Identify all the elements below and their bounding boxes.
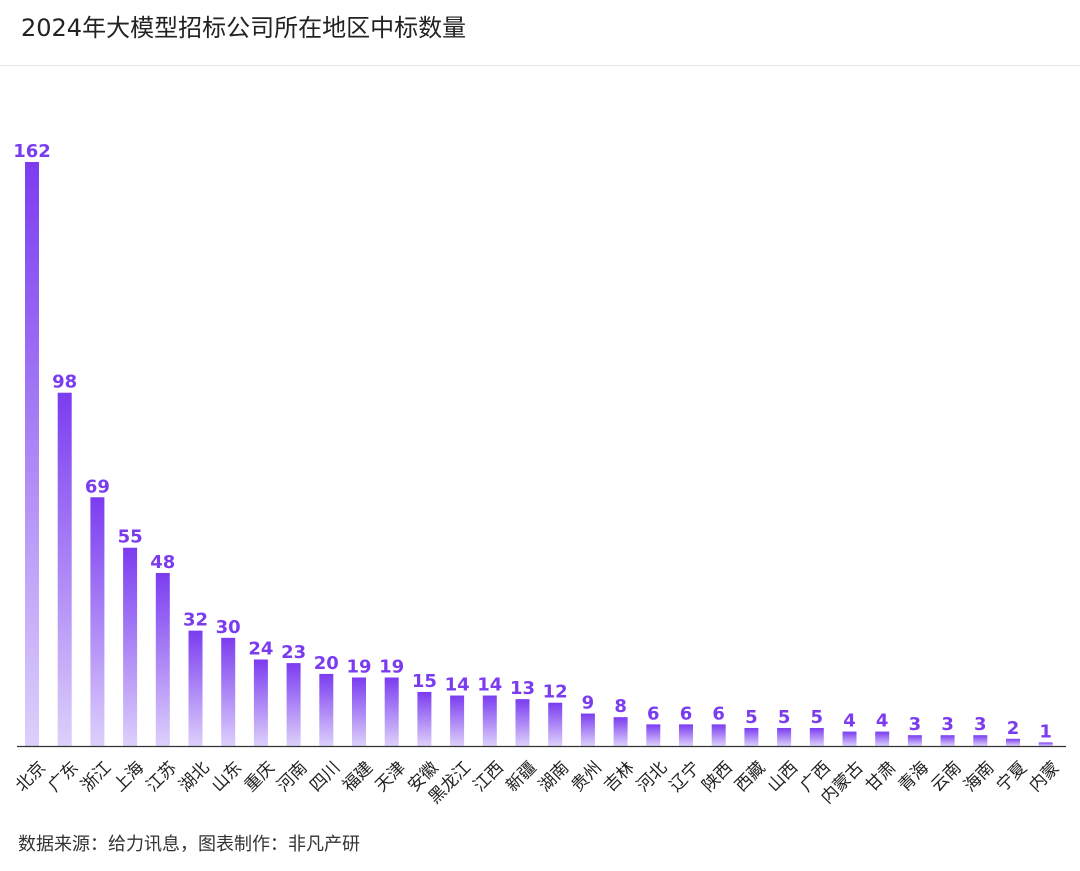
bar-西藏 — [744, 727, 759, 746]
value-label: 3 — [909, 714, 922, 735]
category-label: 江西 — [470, 758, 508, 796]
bar-新疆 — [515, 699, 530, 746]
value-label: 162 — [13, 141, 51, 162]
bar-云南 — [940, 735, 955, 746]
value-label: 8 — [614, 696, 627, 717]
value-label: 20 — [314, 653, 339, 674]
bar-内蒙 — [1038, 742, 1053, 746]
chart-title: 2024年大模型招标公司所在地区中标数量 — [21, 14, 467, 42]
bar-福建 — [352, 677, 366, 746]
category-label: 广东 — [45, 758, 83, 796]
value-label: 13 — [510, 678, 535, 699]
category-labels-group: 北京广东浙江上海江苏湖北山东重庆河南四川福建天津安徽黑龙江江西新疆湖南贵州吉林河… — [12, 758, 1064, 808]
value-label: 5 — [811, 707, 824, 728]
category-label: 海南 — [960, 758, 998, 796]
value-label: 5 — [778, 707, 791, 728]
value-label: 4 — [843, 711, 856, 732]
category-label: 福建 — [339, 758, 377, 796]
category-label: 上海 — [110, 758, 148, 796]
bar-山东 — [221, 637, 236, 746]
bar-青海 — [907, 735, 922, 746]
category-label: 北京 — [12, 758, 50, 796]
chart-header: 2024年大模型招标公司所在地区中标数量 — [0, 0, 1080, 66]
category-label: 山西 — [764, 758, 802, 796]
value-label: 23 — [281, 642, 306, 663]
value-label: 3 — [974, 714, 987, 735]
category-label: 湖南 — [535, 758, 573, 796]
value-label: 5 — [745, 707, 758, 728]
bar-山西 — [777, 727, 792, 746]
category-label: 河北 — [633, 758, 671, 796]
value-label: 14 — [477, 675, 502, 696]
category-label: 山东 — [208, 758, 246, 796]
bar-河南 — [286, 663, 301, 746]
bar-安徽 — [417, 691, 432, 746]
category-label: 西藏 — [731, 758, 769, 796]
bar-广西 — [809, 727, 824, 746]
value-label: 19 — [379, 657, 404, 678]
bar-吉林 — [613, 717, 628, 746]
value-label: 6 — [647, 703, 660, 724]
category-label: 天津 — [372, 758, 410, 796]
value-label: 2 — [1007, 718, 1020, 739]
data-source-note: 数据来源：给力讯息，图表制作：非凡产研 — [18, 834, 360, 855]
bar-湖北 — [188, 630, 203, 746]
category-label: 贵州 — [568, 758, 606, 796]
category-label: 重庆 — [241, 758, 279, 796]
value-label: 30 — [216, 617, 241, 638]
value-label: 3 — [941, 714, 954, 735]
bar-甘肃 — [875, 731, 890, 746]
value-label: 12 — [543, 682, 568, 703]
value-label: 55 — [118, 527, 143, 548]
bar-陕西 — [711, 724, 726, 746]
bars-group — [25, 162, 1053, 746]
value-label: 69 — [85, 476, 110, 497]
bar-北京 — [25, 162, 39, 746]
bar-广东 — [57, 392, 72, 746]
value-label: 1 — [1039, 721, 1052, 742]
bar-黑龙江 — [450, 695, 465, 746]
bar-辽宁 — [679, 724, 693, 746]
category-label: 内蒙 — [1026, 758, 1064, 796]
value-label: 6 — [680, 703, 693, 724]
value-label: 9 — [582, 693, 595, 714]
category-label: 江苏 — [143, 758, 181, 796]
value-label: 4 — [876, 711, 889, 732]
category-label: 云南 — [927, 758, 965, 796]
category-label: 吉林 — [600, 758, 638, 796]
bar-四川 — [319, 673, 334, 746]
category-label: 青海 — [895, 758, 933, 796]
category-label: 陕西 — [699, 758, 737, 796]
bar-重庆 — [253, 659, 268, 746]
value-label: 32 — [183, 610, 208, 631]
category-label: 河南 — [273, 758, 311, 796]
value-label: 98 — [52, 372, 77, 393]
category-label: 宁夏 — [993, 758, 1031, 796]
bar-上海 — [123, 547, 138, 746]
value-label: 19 — [346, 657, 371, 678]
category-label: 甘肃 — [862, 758, 900, 796]
category-label: 湖北 — [175, 758, 213, 796]
bar-江苏 — [155, 572, 170, 746]
value-label: 24 — [248, 638, 273, 659]
bar-天津 — [384, 677, 399, 746]
bar-内蒙古 — [842, 731, 857, 746]
value-label: 48 — [150, 552, 175, 573]
category-label: 辽宁 — [666, 758, 704, 796]
category-label: 新疆 — [502, 758, 540, 796]
bar-宁夏 — [1006, 738, 1020, 746]
bar-贵州 — [580, 713, 595, 746]
category-label: 浙江 — [77, 758, 115, 796]
value-label: 6 — [712, 703, 725, 724]
value-label: 15 — [412, 671, 437, 692]
bar-湖南 — [548, 702, 563, 746]
bar-河北 — [646, 724, 661, 746]
bar-海南 — [973, 735, 988, 746]
bar-浙江 — [90, 497, 105, 746]
category-label: 四川 — [306, 758, 344, 796]
bar-江西 — [482, 695, 497, 746]
value-label: 14 — [445, 675, 470, 696]
